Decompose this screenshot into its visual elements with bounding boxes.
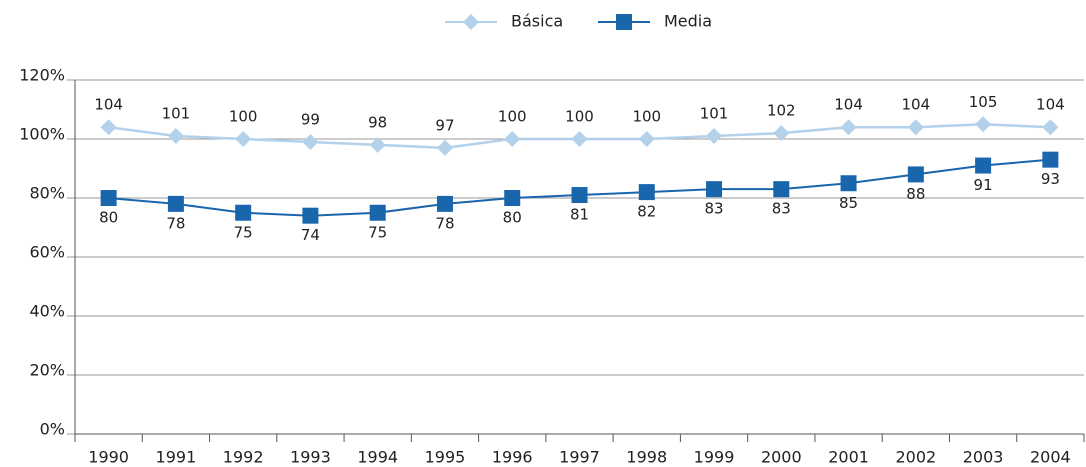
square-marker — [773, 181, 790, 198]
data-label: 100 — [632, 108, 661, 126]
square-marker — [302, 207, 319, 224]
diamond-marker — [571, 131, 588, 147]
diamond-marker — [235, 131, 252, 147]
data-label: 80 — [503, 209, 522, 227]
x-tick-label: 2003 — [963, 448, 1004, 467]
square-marker — [369, 204, 386, 221]
data-label: 105 — [969, 93, 998, 111]
x-tick-label: 1996 — [492, 448, 533, 467]
y-tick-label: 120% — [19, 66, 65, 85]
diamond-marker — [975, 116, 992, 133]
square-marker — [706, 181, 723, 198]
data-label: 88 — [906, 185, 925, 203]
diamond-marker — [773, 125, 790, 142]
data-label: 97 — [435, 116, 454, 134]
square-marker — [571, 187, 588, 204]
data-label: 101 — [162, 105, 191, 123]
legend-label: Básica — [511, 12, 563, 31]
legend-marker — [616, 14, 632, 30]
square-marker — [504, 190, 521, 206]
data-label: 78 — [435, 214, 454, 232]
y-tick-label: 60% — [29, 243, 65, 262]
x-tick-label: 2004 — [1030, 448, 1071, 467]
diamond-marker — [302, 133, 319, 150]
data-label: 83 — [772, 200, 791, 218]
diamond-marker — [907, 119, 924, 136]
diamond-marker — [706, 128, 723, 145]
diamond-marker — [100, 119, 117, 136]
legend-marker — [463, 14, 479, 30]
square-marker — [100, 190, 117, 206]
data-label: 100 — [498, 108, 527, 126]
data-label: 82 — [637, 203, 656, 221]
data-label: 99 — [301, 110, 320, 128]
diamond-marker — [1042, 119, 1059, 136]
diamond-marker — [369, 136, 386, 153]
data-label: 93 — [1041, 170, 1060, 188]
data-label: 74 — [301, 226, 320, 244]
diamond-marker — [167, 128, 184, 145]
data-label: 80 — [99, 209, 118, 227]
square-marker — [436, 195, 453, 212]
data-label: 104 — [1036, 96, 1065, 114]
data-label: 85 — [839, 194, 858, 212]
x-tick-label: 2000 — [761, 448, 802, 467]
square-marker — [638, 184, 655, 201]
x-tick-label: 2002 — [895, 448, 936, 467]
x-tick-label: 1993 — [290, 448, 331, 467]
data-label: 78 — [166, 214, 185, 232]
square-marker — [1042, 151, 1059, 168]
data-label: 100 — [229, 108, 258, 126]
data-label: 75 — [368, 223, 387, 241]
square-marker — [840, 175, 857, 192]
x-tick-label: 1995 — [425, 448, 466, 467]
x-tick-label: 1999 — [694, 448, 735, 467]
diamond-marker — [840, 119, 857, 136]
data-label: 75 — [234, 223, 253, 241]
y-tick-label: 40% — [29, 302, 65, 321]
data-label: 91 — [974, 176, 993, 194]
diamond-marker — [436, 139, 453, 156]
data-label: 100 — [565, 108, 594, 126]
data-label: 102 — [767, 102, 796, 120]
data-label: 104 — [834, 96, 863, 114]
data-label: 101 — [700, 105, 729, 123]
diamond-marker — [638, 131, 655, 147]
square-marker — [975, 157, 992, 174]
data-label: 83 — [704, 200, 723, 218]
y-tick-label: 20% — [29, 361, 65, 380]
x-tick-label: 1997 — [559, 448, 600, 467]
x-tick-label: 1998 — [626, 448, 667, 467]
data-label: 104 — [902, 96, 931, 114]
data-label: 98 — [368, 113, 387, 131]
y-tick-label: 100% — [19, 125, 65, 144]
y-tick-label: 80% — [29, 184, 65, 203]
square-marker — [907, 166, 924, 183]
x-tick-label: 1994 — [357, 448, 398, 467]
x-tick-label: 1991 — [156, 448, 197, 467]
x-tick-label: 2001 — [828, 448, 869, 467]
square-marker — [235, 204, 252, 221]
diamond-marker — [504, 131, 521, 147]
legend-label: Media — [664, 12, 712, 31]
x-tick-label: 1992 — [223, 448, 264, 467]
data-label: 81 — [570, 206, 589, 224]
x-tick-label: 1990 — [88, 448, 129, 467]
data-label: 104 — [94, 96, 123, 114]
square-marker — [167, 195, 184, 212]
y-tick-label: 0% — [40, 420, 65, 439]
